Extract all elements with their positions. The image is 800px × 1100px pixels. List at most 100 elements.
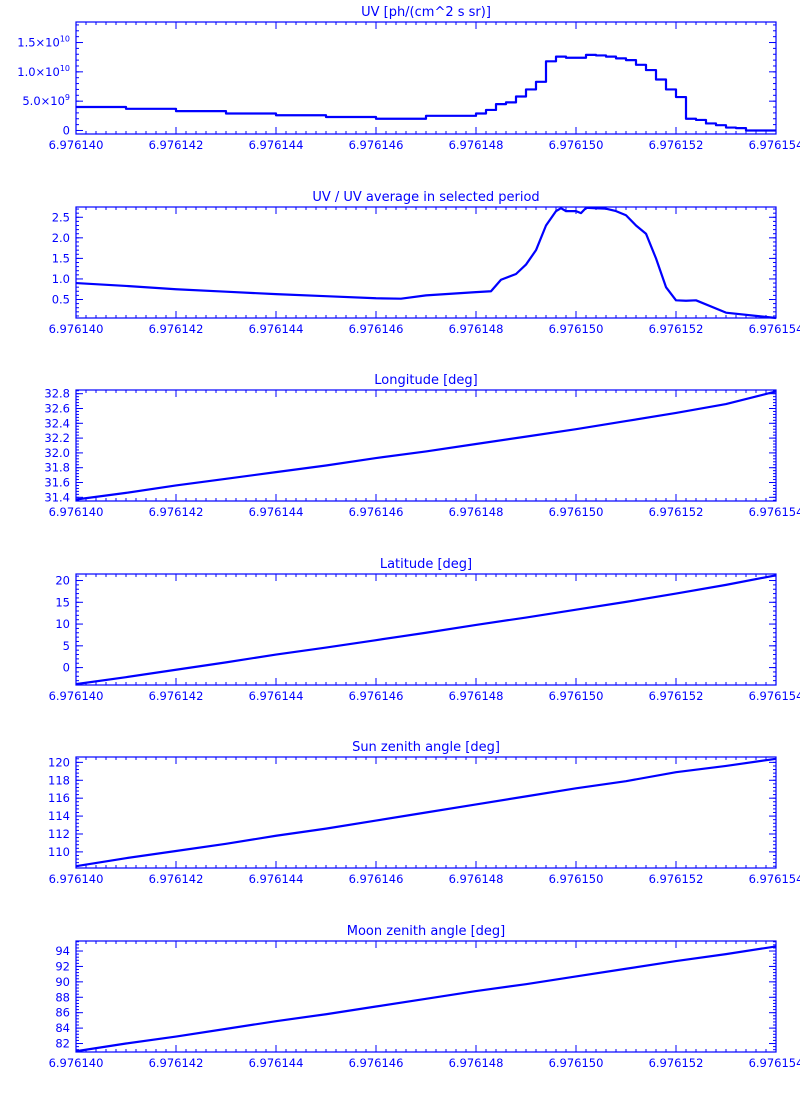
x-tick-label: 6.976144 — [249, 1056, 304, 1070]
y-tick-base: 32.4 — [44, 416, 70, 430]
x-tick-label: 6.976150 — [549, 505, 604, 519]
x-tick-label: 6.976146 — [349, 138, 404, 152]
x-tick-label: 6.976150 — [549, 138, 604, 152]
y-tick-label: 84 — [55, 1021, 70, 1035]
series-line — [76, 53, 776, 132]
y-tick-base: 116 — [48, 791, 70, 805]
x-tick-label: 6.976142 — [149, 505, 204, 519]
x-tick-label: 6.976140 — [49, 1056, 104, 1070]
y-tick-base: 112 — [48, 827, 70, 841]
y-tick-base: 1.0 — [52, 272, 70, 286]
y-tick-base: 84 — [55, 1021, 70, 1035]
y-tick-base: 88 — [55, 990, 70, 1004]
y-tick-label: 86 — [55, 1006, 70, 1020]
y-tick-exponent: 9 — [65, 93, 70, 102]
y-tick-base: 92 — [55, 959, 70, 973]
y-tick-label: 31.8 — [44, 461, 70, 475]
x-tick-label: 6.976152 — [649, 872, 704, 886]
x-tick-label: 6.976152 — [649, 1056, 704, 1070]
x-tick-label: 6.976150 — [549, 322, 604, 336]
y-tick-base: 1.0×10 — [17, 65, 60, 79]
y-tick-base: 31.8 — [44, 461, 70, 475]
x-tick-label: 6.976142 — [149, 1056, 204, 1070]
y-tick-base: 1.5×10 — [17, 36, 60, 50]
y-tick-base: 31.4 — [44, 490, 70, 504]
y-tick-base: 0.5 — [52, 293, 70, 307]
x-tick-label: 6.976144 — [249, 872, 304, 886]
y-tick-label: 0 — [63, 123, 70, 137]
y-tick-label: 32.2 — [44, 431, 70, 445]
y-tick-exponent: 10 — [60, 35, 70, 44]
y-tick-base: 32.2 — [44, 431, 70, 445]
x-tick-label: 6.976154 — [749, 138, 800, 152]
y-tick-base: 32.6 — [44, 402, 70, 416]
x-tick-label: 6.976142 — [149, 322, 204, 336]
y-tick-base: 82 — [55, 1037, 70, 1051]
panel-title: Latitude [deg] — [380, 557, 472, 572]
x-tick-label: 6.976140 — [49, 872, 104, 886]
x-tick-label: 6.976148 — [449, 138, 504, 152]
y-tick-label: 32.6 — [44, 402, 70, 416]
x-tick-label: 6.976146 — [349, 1056, 404, 1070]
y-tick-label: 1.5×1010 — [17, 35, 70, 50]
x-tick-label: 6.976152 — [649, 505, 704, 519]
x-tick-label: 6.976154 — [749, 872, 800, 886]
x-tick-label: 6.976154 — [749, 505, 800, 519]
x-tick-label: 6.976142 — [149, 138, 204, 152]
y-tick-base: 110 — [48, 845, 70, 859]
y-tick-base: 15 — [55, 595, 70, 609]
y-tick-base: 32.8 — [44, 387, 70, 401]
y-tick-base: 94 — [55, 944, 70, 958]
panel-3: Longitude [deg] 6.976140 6.976142 6.976144 6… — [44, 373, 800, 519]
x-tick-label: 6.976140 — [49, 322, 104, 336]
y-tick-label: 20 — [55, 574, 70, 588]
y-tick-label: 15 — [55, 595, 70, 609]
x-tick-label: 6.976150 — [549, 872, 604, 886]
y-tick-label: 110 — [48, 845, 70, 859]
y-tick-base: 118 — [48, 773, 70, 787]
y-tick-base: 20 — [55, 574, 70, 588]
x-tick-label: 6.976140 — [49, 689, 104, 703]
y-tick-label: 114 — [48, 809, 70, 823]
x-tick-label: 6.976150 — [549, 1056, 604, 1070]
x-tick-label: 6.976142 — [149, 872, 204, 886]
y-tick-label: 5 — [63, 639, 70, 653]
y-tick-label: 118 — [48, 773, 70, 787]
y-tick-base: 86 — [55, 1006, 70, 1020]
x-tick-label: 6.976152 — [649, 322, 704, 336]
y-tick-base: 0 — [63, 661, 70, 675]
x-tick-label: 6.976144 — [249, 505, 304, 519]
panel-1: UV [ph/(cm^2 s sr)] 6.976140 6.976142 6.976… — [17, 5, 800, 152]
y-tick-label: 1.5 — [52, 251, 70, 265]
y-tick-label: 92 — [55, 959, 70, 973]
panel-title: Longitude [deg] — [374, 373, 477, 388]
x-tick-label: 6.976154 — [749, 322, 800, 336]
y-tick-label: 32.4 — [44, 416, 70, 430]
x-tick-label: 6.976140 — [49, 505, 104, 519]
y-tick-label: 88 — [55, 990, 70, 1004]
series-line — [75, 390, 777, 501]
y-tick-label: 31.6 — [44, 476, 70, 490]
y-tick-label: 120 — [48, 755, 70, 769]
y-tick-base: 1.5 — [52, 251, 70, 265]
y-tick-base: 90 — [55, 975, 70, 989]
x-tick-label: 6.976146 — [349, 872, 404, 886]
panel-4: Latitude [deg] 6.976140 6.976142 6.976144 6.… — [49, 557, 800, 703]
y-tick-base: 31.6 — [44, 476, 70, 490]
x-tick-label: 6.976142 — [149, 689, 204, 703]
y-tick-base: 114 — [48, 809, 70, 823]
y-tick-base: 2.5 — [52, 210, 70, 224]
y-tick-base: 120 — [48, 755, 70, 769]
series-line — [75, 206, 777, 320]
x-tick-label: 6.976148 — [449, 689, 504, 703]
x-tick-label: 6.976154 — [749, 689, 800, 703]
series-line — [75, 757, 777, 868]
y-tick-base: 2.0 — [52, 231, 70, 245]
y-tick-label: 2.0 — [52, 231, 70, 245]
x-tick-label: 6.976154 — [749, 1056, 800, 1070]
plot-frame — [75, 206, 777, 319]
x-tick-label: 6.976148 — [449, 505, 504, 519]
x-tick-label: 6.976152 — [649, 689, 704, 703]
y-tick-label: 0.5 — [52, 293, 70, 307]
